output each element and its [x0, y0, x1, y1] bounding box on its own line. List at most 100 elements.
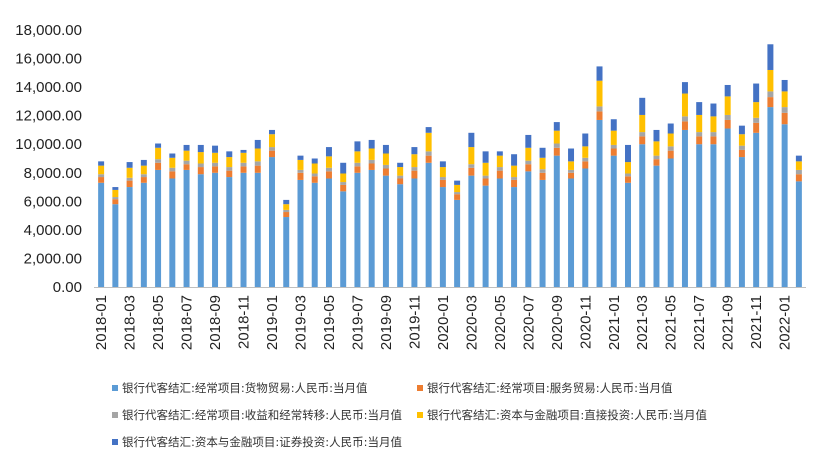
bar-segment-2018-06-s4: [169, 153, 176, 158]
bar-segment-2018-01-s2: [98, 174, 105, 178]
bar-segment-2020-02-s3: [454, 184, 461, 193]
bar-segment-2021-11-s1: [753, 122, 760, 133]
stacked-bar-chart: 0.00 2,000.00 4,000.00 6,000.00 8,000.00 10,0…: [15, 22, 806, 350]
bar-segment-2019-07-s1: [354, 166, 361, 173]
x-tick-label: 2019-07: [349, 295, 366, 350]
bar-segment-2019-08-s3: [368, 148, 375, 160]
bar-segment-2021-12-s0: [767, 107, 774, 287]
bar-segment-2021-09-s4: [724, 84, 731, 97]
y-tick-label: 4,000.00: [24, 222, 82, 239]
bar-segment-2018-03-s0: [126, 187, 133, 287]
bar-segment-2018-06-s2: [169, 167, 176, 172]
x-tick-label: 2021-05: [663, 295, 680, 350]
bar-segment-2019-01-s0: [269, 157, 275, 287]
bar-segment-2021-09-s3: [724, 96, 731, 115]
bar-segment-2021-05-s4: [667, 123, 674, 134]
bar-segment-2019-11-s3: [411, 154, 418, 168]
x-tick-label: 2018-11: [236, 295, 253, 349]
bar-segment-2019-06-s3: [340, 173, 347, 183]
bar-segment-2020-01-s4: [439, 161, 446, 168]
bar-segment-2018-07-s1: [183, 164, 190, 170]
bar-segment-2020-01-s2: [439, 177, 446, 180]
bar-segment-2019-03-s4: [297, 155, 304, 160]
bar-segment-2018-11-s4: [240, 149, 247, 153]
bar-segment-2018-09-s2: [212, 162, 219, 167]
bar-segment-2020-08-s2: [539, 169, 546, 173]
bar-segment-2018-04-s1: [140, 177, 147, 183]
bar-segment-2019-03-s2: [297, 169, 304, 173]
x-tick-label: 2020-07: [520, 295, 537, 350]
bar-segment-2018-11-s0: [240, 172, 247, 287]
bar-segment-2021-03-s1: [639, 136, 646, 145]
bar-segment-2022-01-s2: [781, 107, 788, 113]
bar-segment-2019-11-s2: [411, 167, 418, 171]
y-tick-label: 8,000.00: [24, 165, 82, 182]
bar-segment-2022-02-s3: [795, 161, 802, 170]
x-tick-label: 2020-11: [577, 295, 594, 349]
bar-segment-2019-05-s4: [325, 147, 332, 157]
bar-segment-2019-02-s4: [283, 199, 290, 205]
bar-segment-2018-05-s2: [155, 159, 162, 163]
bar-segment-2020-10-s1: [568, 172, 575, 179]
bar-segment-2020-07-s4: [525, 134, 532, 148]
legend-label: 银行代客结汇:资本与金融项目:直接投资:人民币:当月值: [427, 407, 707, 422]
bar-segment-2020-03-s0: [468, 175, 475, 287]
bar-segment-2019-06-s2: [340, 182, 347, 185]
bar-segment-2021-07-s3: [696, 114, 703, 133]
bar-segment-2019-03-s3: [297, 159, 304, 170]
bar-segment-2018-12-s3: [254, 148, 261, 162]
bar-segment-2018-10-s3: [226, 157, 233, 168]
bar-segment-2018-02-s1: [112, 199, 119, 205]
bar-segment-2019-07-s3: [354, 151, 361, 163]
legend-row: 银行代客结汇:经常项目:收益和经常转移:人民币:当月值 银行代客结汇:资本与金融…: [112, 401, 812, 428]
bar-segment-2018-01-s3: [98, 165, 105, 175]
bar-segment-2019-12-s4: [425, 127, 432, 133]
x-tick-label: 2019-05: [321, 295, 338, 350]
bar-segment-2019-04-s3: [311, 163, 318, 174]
bar-segment-2020-05-s4: [496, 151, 503, 156]
bar-segment-2018-04-s2: [140, 174, 147, 178]
bar-segment-2021-01-s4: [610, 119, 617, 131]
bar-segment-2020-01-s3: [439, 167, 446, 178]
bar-segment-2020-09-s0: [553, 155, 560, 287]
bar-segment-2018-11-s3: [240, 152, 247, 163]
legend-swatch: [417, 384, 423, 391]
legend: 银行代客结汇:经常项目:货物贸易:人民币:当月值 银行代客结汇:经常项目:服务贸…: [112, 374, 812, 455]
legend-item-securities-investment: 银行代客结汇:资本与金融项目:证券投资:人民币:当月值: [112, 434, 417, 450]
bar-segment-2020-05-s0: [496, 178, 503, 287]
bar-segment-2020-05-s1: [496, 170, 503, 179]
legend-swatch: [417, 411, 423, 418]
bar-segment-2021-08-s3: [710, 116, 717, 133]
bar-segment-2020-06-s0: [511, 187, 518, 287]
y-tick-label: 12,000.00: [15, 108, 82, 125]
bar-segment-2021-04-s4: [653, 129, 660, 142]
x-tick-label: 2022-01: [777, 295, 794, 350]
legend-swatch: [112, 384, 118, 391]
bar-segment-2018-01-s4: [98, 161, 105, 166]
bar-segment-2021-04-s2: [653, 155, 660, 160]
bar-segment-2020-07-s1: [525, 164, 532, 172]
bar-segment-2019-04-s2: [311, 173, 318, 177]
bar-segment-2018-10-s2: [226, 167, 233, 171]
bar-segment-2018-09-s4: [212, 145, 219, 153]
bar-segment-2020-04-s1: [482, 178, 489, 186]
bar-segment-2018-10-s0: [226, 177, 233, 287]
bar-segment-2021-12-s2: [767, 91, 774, 98]
bar-segment-2018-01-s1: [98, 177, 105, 183]
bar-segment-2018-01-s0: [98, 182, 105, 287]
bar-segment-2020-02-s0: [454, 199, 461, 287]
bar-segment-2018-03-s2: [126, 177, 133, 181]
y-tick-label: 6,000.00: [24, 193, 82, 210]
bar-segment-2018-07-s0: [183, 169, 190, 287]
bar-segment-2021-02-s1: [625, 176, 631, 183]
legend-item-direct-investment: 银行代客结汇:资本与金融项目:直接投资:人民币:当月值: [417, 407, 737, 423]
bar-segment-2018-09-s0: [212, 172, 219, 287]
bar-segment-2020-11-s0: [582, 168, 589, 287]
bar-segment-2018-05-s4: [155, 143, 162, 148]
bar-segment-2021-12-s3: [767, 69, 774, 92]
bar-segment-2021-01-s3: [610, 130, 617, 145]
bar-segment-2019-03-s0: [297, 179, 304, 287]
x-tick-label: 2020-09: [549, 295, 566, 350]
bar-segment-2020-01-s0: [439, 187, 446, 287]
bar-segment-2021-08-s4: [710, 103, 717, 117]
